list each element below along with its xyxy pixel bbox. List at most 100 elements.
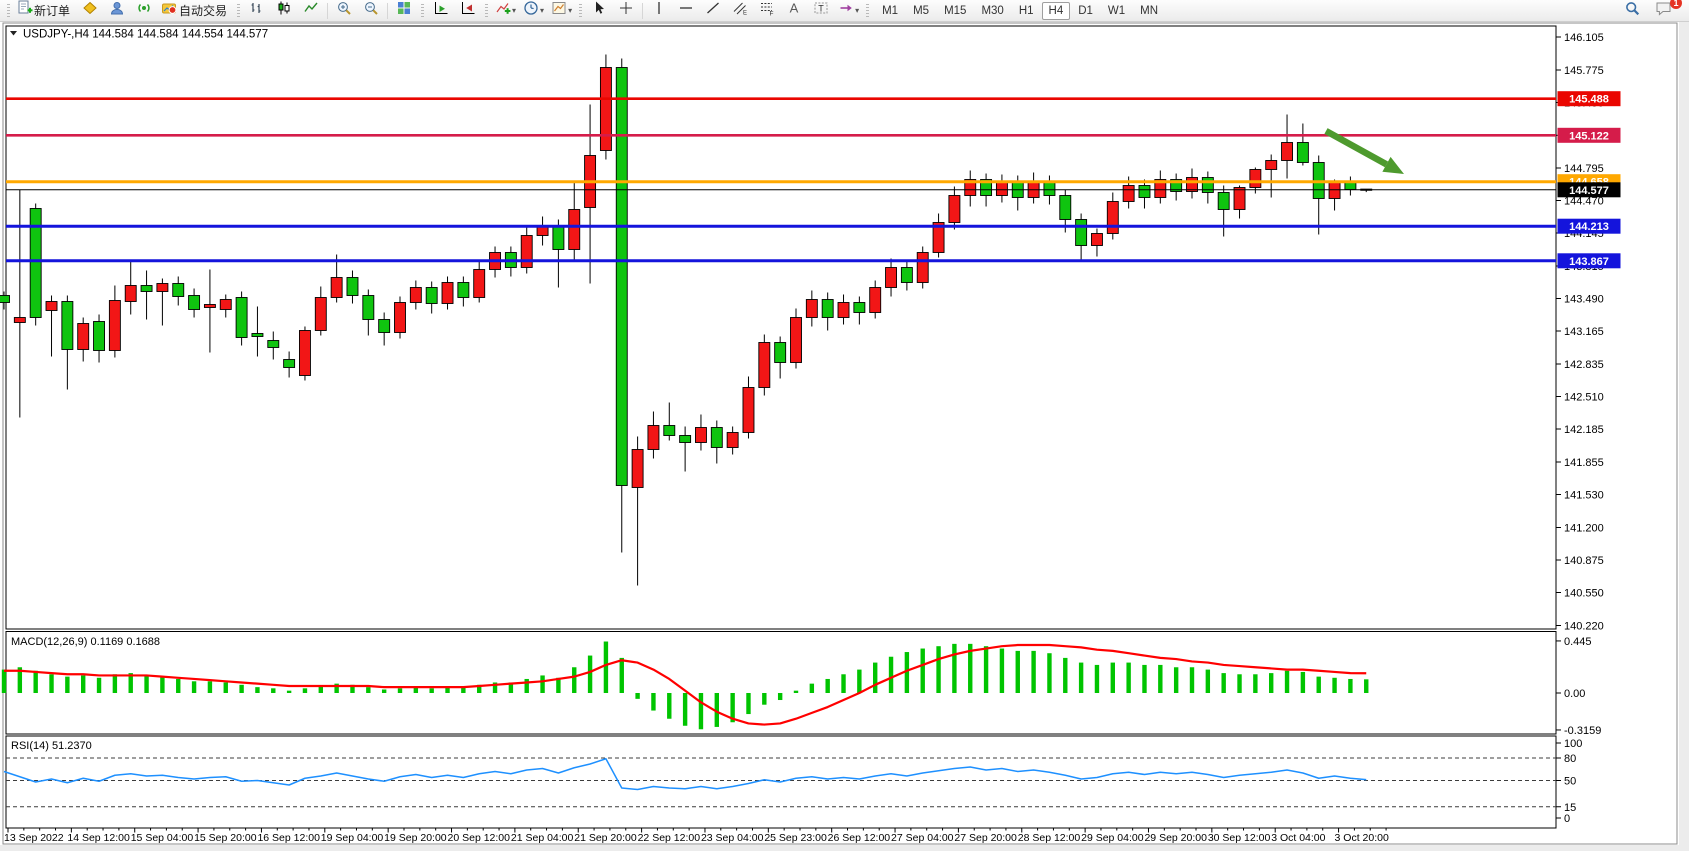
candlestick-chart-button[interactable]	[271, 0, 297, 22]
svg-text:0: 0	[1564, 813, 1570, 825]
tile-windows-button[interactable]	[391, 0, 417, 22]
auto-scroll-button[interactable]	[428, 0, 454, 22]
vertical-line-button[interactable]	[646, 0, 672, 22]
cursor-icon	[591, 0, 607, 21]
svg-text:E: E	[743, 11, 747, 17]
timeframe-M30[interactable]: M30	[981, 4, 1004, 17]
chart-canvas[interactable]: 146.105145.775145.450145.122144.795144.4…	[0, 22, 1689, 851]
macd-label: MACD(12,26,9) 0.1169 0.1688	[11, 636, 160, 648]
template-icon	[551, 0, 567, 21]
autotrading-label: 自动交易	[179, 4, 228, 18]
svg-text:21 Sep 04:00: 21 Sep 04:00	[511, 832, 574, 844]
svg-text:141.200: 141.200	[1564, 523, 1604, 535]
search-icon	[1624, 0, 1641, 22]
shapes-arrows-button[interactable]: ▾	[835, 0, 862, 22]
channel-icon: E	[732, 0, 748, 21]
svg-text:143.165: 143.165	[1564, 326, 1604, 338]
toolbar-grip	[237, 3, 241, 18]
timeframe-H1[interactable]: H1	[1018, 4, 1034, 17]
svg-text:140.220: 140.220	[1564, 621, 1604, 633]
crosshair-button[interactable]	[613, 0, 639, 22]
price-line-labels: 145.488145.122144.658144.213143.867144.5…	[1557, 91, 1621, 269]
text-button[interactable]: A	[781, 0, 807, 22]
channel-button[interactable]: E	[727, 0, 753, 22]
fibonacci-button[interactable]: F	[754, 0, 780, 22]
svg-text:143.490: 143.490	[1564, 294, 1604, 306]
svg-text:143.867: 143.867	[1569, 256, 1609, 268]
svg-text:27 Sep 04:00: 27 Sep 04:00	[891, 832, 954, 844]
chart-shift-button[interactable]	[455, 0, 481, 22]
bar-chart-icon	[249, 0, 265, 21]
signals-icon	[136, 0, 152, 21]
svg-text:3 Oct 04:00: 3 Oct 04:00	[1271, 832, 1325, 844]
svg-text:144.795: 144.795	[1564, 163, 1604, 175]
rsi-axis: 100 80 50 150	[6, 738, 1582, 825]
rsi-label: RSI(14) 51.2370	[11, 740, 92, 752]
svg-text:144.577: 144.577	[1569, 185, 1609, 197]
toolbar-right: 1	[1619, 0, 1685, 22]
horizontal-line-button[interactable]	[673, 0, 699, 22]
search-button[interactable]	[1619, 0, 1645, 22]
profile-icon	[109, 0, 125, 21]
svg-text:145.775: 145.775	[1564, 65, 1604, 77]
autotrading-button[interactable]: 自动交易	[158, 0, 233, 22]
chart-background	[0, 22, 1689, 851]
timeframe-H4[interactable]: H4	[1041, 1, 1071, 20]
chevron-down-icon: ▾	[568, 6, 573, 15]
svg-text:-0.3159: -0.3159	[1564, 725, 1601, 737]
svg-text:141.855: 141.855	[1564, 457, 1604, 469]
periods-button[interactable]: ▾	[520, 0, 547, 22]
fibonacci-icon: F	[759, 0, 775, 21]
timeframe-W1[interactable]: W1	[1107, 4, 1126, 17]
market-watch-button[interactable]	[77, 0, 103, 22]
svg-text:144.213: 144.213	[1569, 221, 1609, 233]
macd-pane	[1, 641, 1369, 730]
trendline-button[interactable]	[700, 0, 726, 22]
symbol-dropdown-icon[interactable]	[10, 31, 17, 36]
trend-arrow-annotation[interactable]	[1324, 128, 1404, 174]
toolbar-grip	[866, 3, 870, 18]
profile-button[interactable]	[104, 0, 130, 22]
timeframe-M5[interactable]: M5	[913, 4, 930, 17]
notifications-button[interactable]: 1	[1651, 0, 1682, 22]
svg-text:0.00: 0.00	[1564, 688, 1585, 700]
timeframe-M1[interactable]: M1	[882, 4, 899, 17]
indicators-button[interactable]: ▾	[492, 0, 519, 22]
time-axis: 13 Sep 2022 14 Sep 12:00 15 Sep 04:00 15 Se…	[4, 828, 1389, 844]
timeframe-MN[interactable]: MN	[1140, 4, 1159, 17]
svg-text:22 Sep 12:00: 22 Sep 12:00	[638, 832, 701, 844]
line-chart-button[interactable]	[298, 0, 324, 22]
chart-shift-icon	[460, 0, 476, 21]
new-order-icon	[17, 0, 33, 21]
timeframe-M15[interactable]: M15	[944, 4, 967, 17]
zoom-in-button[interactable]	[331, 0, 357, 22]
text-icon: A	[786, 0, 802, 21]
toolbar-grip	[7, 3, 10, 18]
main-toolbar: 新订单 自动交易	[0, 0, 1689, 22]
new-order-button[interactable]: 新订单	[14, 0, 76, 22]
toolbar-separator	[327, 2, 329, 19]
svg-text:30 Sep 12:00: 30 Sep 12:00	[1208, 832, 1271, 844]
svg-text:T: T	[818, 4, 824, 14]
templates-button[interactable]: ▾	[548, 0, 575, 22]
crosshair-icon	[618, 0, 634, 21]
bar-chart-button[interactable]	[244, 0, 270, 22]
svg-text:0.445: 0.445	[1564, 636, 1592, 648]
text-label-button[interactable]: T	[808, 0, 834, 22]
chevron-down-icon: ▾	[540, 6, 545, 15]
candlestick-chart-icon	[276, 0, 292, 21]
tile-windows-icon	[396, 0, 412, 21]
signals-button[interactable]	[131, 0, 157, 22]
zoom-out-button[interactable]	[358, 0, 384, 22]
svg-text:146.105: 146.105	[1564, 32, 1604, 44]
cursor-button[interactable]	[586, 0, 612, 22]
text-label-icon: T	[813, 0, 829, 21]
autotrade-icon	[161, 0, 178, 21]
svg-text:29 Sep 04:00: 29 Sep 04:00	[1081, 832, 1144, 844]
timeframe-D1[interactable]: D1	[1078, 4, 1093, 17]
trendline-icon	[705, 0, 721, 21]
horizontal-line-objects[interactable]	[6, 97, 1556, 263]
toolbar-grip	[579, 3, 583, 18]
svg-text:144.470: 144.470	[1564, 196, 1604, 208]
